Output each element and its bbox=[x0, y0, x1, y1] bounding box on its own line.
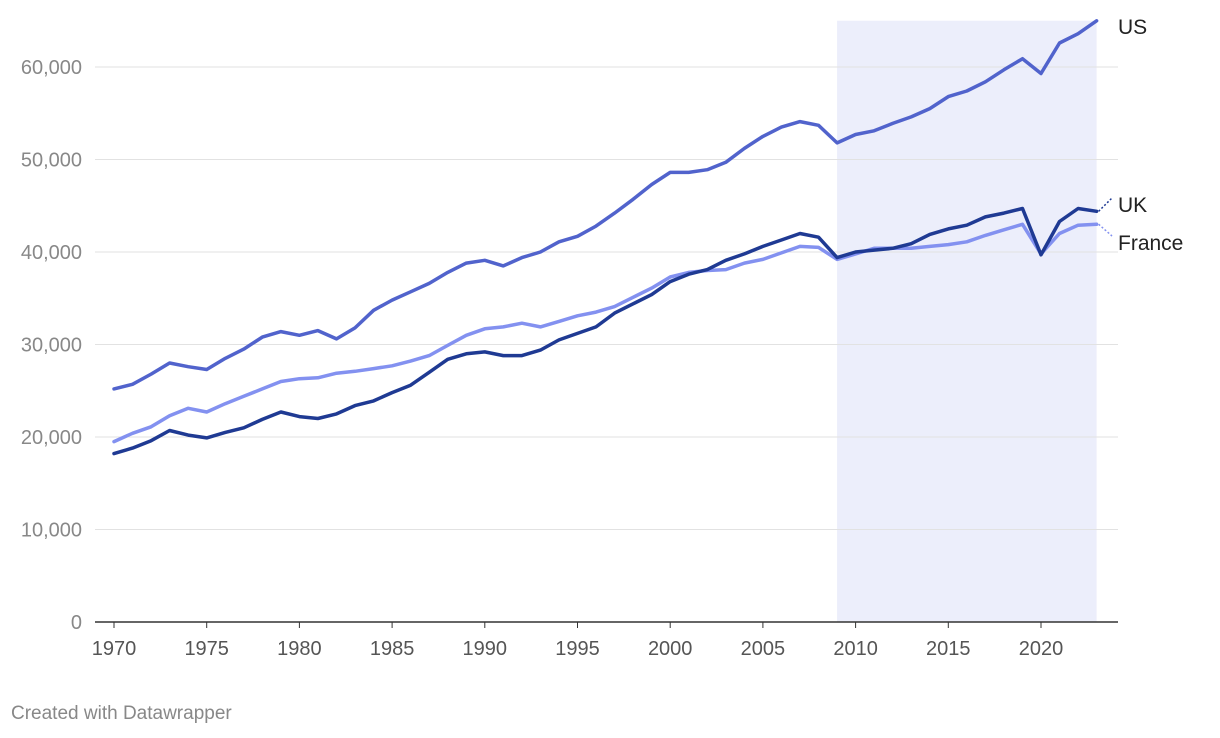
x-tick-label: 1980 bbox=[277, 638, 322, 660]
x-tick-label: 2020 bbox=[1019, 638, 1064, 660]
x-tick-label: 1985 bbox=[370, 638, 415, 660]
credit-text: Created with Datawrapper bbox=[11, 703, 232, 724]
y-tick-label: 10,000 bbox=[21, 520, 82, 542]
series-line-france bbox=[112, 222, 1099, 444]
y-tick-label: 60,000 bbox=[21, 57, 82, 79]
x-tick-label: 1990 bbox=[463, 638, 508, 660]
series-label-france: France bbox=[1118, 232, 1183, 255]
x-tick-label: 2015 bbox=[926, 638, 971, 660]
x-tick-label: 2000 bbox=[648, 638, 693, 660]
series-label-us: US bbox=[1118, 16, 1147, 39]
series-label-uk: UK bbox=[1118, 194, 1147, 217]
x-tick-label: 2010 bbox=[833, 638, 878, 660]
y-tick-label: 30,000 bbox=[21, 335, 82, 357]
series-labels: US UK France bbox=[1098, 16, 1183, 255]
shaded-period-band bbox=[837, 20, 1097, 622]
x-tick-label: 1970 bbox=[92, 638, 137, 660]
series-lines bbox=[112, 19, 1099, 456]
label-connector bbox=[1098, 223, 1113, 237]
series-line-uk bbox=[112, 206, 1099, 456]
series-line-us bbox=[112, 19, 1099, 391]
x-tick-label: 2005 bbox=[741, 638, 786, 660]
y-tick-label: 40,000 bbox=[21, 242, 82, 264]
y-tick-label: 50,000 bbox=[21, 150, 82, 172]
y-axis-tick-labels: 0 10,000 20,000 30,000 40,000 50,000 60,000 bbox=[21, 57, 82, 634]
x-tick-label: 1975 bbox=[184, 638, 229, 660]
y-gridlines bbox=[95, 66, 1118, 530]
y-tick-label: 20,000 bbox=[21, 427, 82, 449]
x-axis-ticks: 1970 1975 1980 1985 1990 1995 2000 2005 2010 2015… bbox=[92, 622, 1064, 660]
label-connector bbox=[1098, 197, 1113, 212]
y-tick-label: 0 bbox=[71, 612, 82, 634]
x-tick-label: 1995 bbox=[555, 638, 600, 660]
